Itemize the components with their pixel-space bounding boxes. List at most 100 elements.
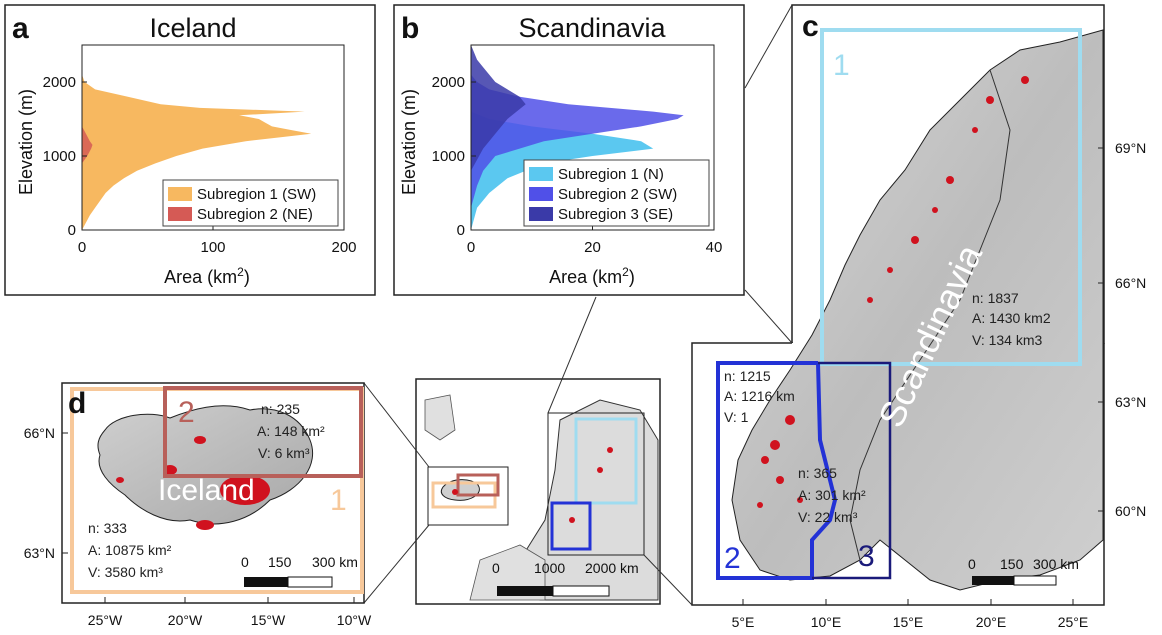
panel-b-legend: Subregion 1 (N) Subregion 2 (SW) Subregion… [523,159,710,227]
panel-c-lat-tick-label: 69°N [1115,140,1146,156]
panel-d-scale-300: 300 km [312,554,358,570]
panel-d-lon-ticks: 25°W 20°W 15°W 10°W [88,597,372,628]
panel-c-sub1-v: V: 134 km3 [972,332,1043,348]
panel-c-subregion-3-label: 3 [858,540,875,573]
panel-d-sub1-a: A: 10875 km² [88,542,172,558]
panel-d-lat-tick-label: 63°N [24,545,55,561]
panel-c-lon-tick-label: 15°E [893,614,924,630]
panel-b-legend-swatch-1 [529,167,553,181]
panel-c-lon-tick-label: 10°E [811,614,842,630]
panel-d-subregion-1-label: 1 [330,484,347,517]
panel-a-legend-label-2: Subregion 2 (NE) [197,206,313,223]
panel-d-sub2-a: A: 148 km² [257,423,325,439]
panel-c-letter: c [802,10,819,43]
panel-a-xtick-label: 200 [331,239,356,256]
panel-c-subregion-1-label: 1 [833,49,850,82]
panel-b-ytick-label: 1000 [432,148,465,165]
panel-a-legend-label-1: Subregion 1 (SW) [197,186,316,203]
panel-c-lat-ticks: 69°N 66°N 63°N 60°N [1098,140,1146,519]
panel-a-xtick-label: 0 [78,239,86,256]
panel-b-legend-frame [523,159,710,227]
panel-c-lat-tick-label: 63°N [1115,394,1146,410]
panel-b-series-2-area [471,74,684,208]
panel-b-ylabel: Elevation (m) [399,89,419,195]
panel-c-sub2-n: n: 1215 [724,368,771,384]
scandinavia-border [849,69,1011,561]
panel-d-lon-tick-label: 25°W [88,612,123,628]
panel-d-letter: d [68,387,86,420]
panel-d-lat-tick-label: 66°N [24,425,55,441]
overview-map: 0 1000 2000 km [415,378,661,605]
panel-c-sub2-v: V: 1 [724,409,749,425]
overview-scale-0: 0 [492,560,500,576]
panel-a-ytick-label: 2000 [43,74,76,91]
panel-d-subregion-2-label: 2 [178,396,195,429]
panel-d-scale-0: 0 [241,554,249,570]
panel-d-lon-tick-label: 15°W [251,612,286,628]
overview-glaciers [452,447,613,523]
panel-a-series-2-area [82,126,93,164]
panel-b-legend-swatch-2 [529,187,553,201]
panel-b-title: Scandinavia [518,13,666,43]
panel-c-sub3-a: A: 301 km² [798,487,866,503]
panel-b-ytick-label: 0 [457,222,465,239]
panel-a-ytick-label: 0 [68,222,76,239]
overview-greenland [424,394,456,441]
panel-c-sub1-a: A: 1430 km2 [972,310,1051,326]
panel-b-ticks: 0 20 40 0 1000 2000 [432,74,723,256]
panel-c-lat-tick-label: 66°N [1115,275,1146,291]
panel-c-subregion-1-box [820,28,1082,366]
panel-c-scale-0: 0 [968,556,976,572]
overview-scalebar-white [552,585,610,597]
panel-d-lon-tick-label: 20°W [168,612,203,628]
panel-c-sub3-v: V: 22 km³ [798,509,858,525]
panel-d: 1 2 Iceland n: 235 A: 148 km² V: 6 km³ n… [24,382,372,628]
panel-a-letter: a [12,12,29,45]
overview-scale-2000: 2000 km [585,560,639,576]
panel-b-legend-label-3: Subregion 3 (SE) [558,206,673,223]
panel-d-sub2-v: V: 6 km³ [258,445,310,461]
panel-c-sub1-n: n: 1837 [972,290,1019,306]
panel-d-scalebar-white [287,576,333,588]
connector-lines [363,4,793,606]
panel-b-letter: b [401,12,419,45]
panel-b-xtick-label: 0 [467,239,475,256]
panel-d-region-label: Iceland [158,474,255,507]
panel-c-subregion-3-box [812,361,892,580]
panel-a-xlabel: Area (km2) [164,265,250,287]
panel-c-subregion-2-label: 2 [724,542,741,575]
panel-c-sub3-n: n: 365 [798,465,837,481]
panel-c-lon-ticks: 5°E 10°E 15°E 20°E 25°E [732,599,1089,630]
panel-b-xtick-label: 20 [584,239,601,256]
panel-a-series-1-area [82,74,312,230]
overview-scalebar-black [497,586,553,596]
panel-d-lon-tick-label: 10°W [337,612,372,628]
panel-b-legend-label-1: Subregion 1 (N) [558,166,664,183]
panel-a-legend: Subregion 1 (SW) Subregion 2 (NE) [162,179,339,227]
panel-d-lat-ticks: 66°N 63°N [24,425,68,561]
panel-b-plot [471,45,684,230]
panel-c-scale-300: 300 km [1033,556,1079,572]
scandinavia-land [731,29,1104,591]
panel-c-scale-150: 150 [1000,556,1024,572]
panel-c-lon-tick-label: 25°E [1058,614,1089,630]
panel-c-lat-tick-label: 60°N [1115,503,1146,519]
panel-a-ylabel: Elevation (m) [16,89,36,195]
panel-b-xlabel: Area (km2) [549,265,635,287]
panel-b-xtick-label: 40 [706,239,723,256]
panel-a-ytick-label: 1000 [43,148,76,165]
panel-a-plot [82,74,312,230]
panel-a-legend-frame [162,179,339,227]
panel-d-subregion-2-box [163,386,363,478]
panel-b-legend-swatch-3 [529,207,553,221]
overview-iceland-frame [427,466,509,526]
panel-c-subregion-2-box [716,361,838,580]
panel-d-scalebar-black [244,577,288,587]
panel-c-sub2-a: A: 1216 km [724,388,795,404]
overview-iceland-box-2 [456,473,500,497]
panel-c-lon-tick-label: 20°E [976,614,1007,630]
